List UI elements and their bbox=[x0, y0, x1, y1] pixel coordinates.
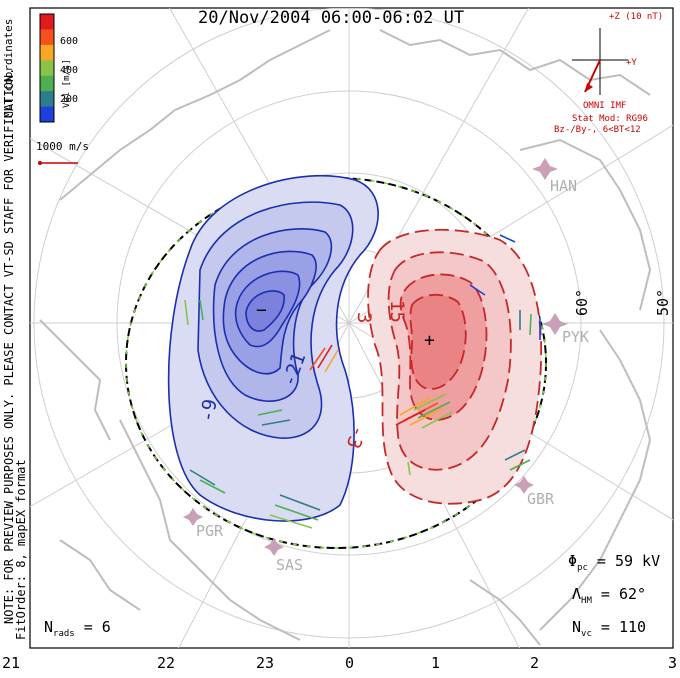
colorbar-swatch bbox=[40, 29, 54, 46]
mlt-tick-2: 2 bbox=[530, 654, 540, 672]
latitude-label-50: 50° bbox=[654, 288, 672, 316]
velocity-scale-label: 1000 m/s bbox=[36, 140, 89, 153]
contour-label-minus9: -9 bbox=[196, 397, 222, 424]
potential-minimum-marker: − bbox=[256, 300, 267, 321]
coastlines bbox=[39, 29, 652, 646]
hm-boundary-latitude: ΛHM = 62° bbox=[572, 585, 647, 606]
dawn-convection-cell bbox=[367, 228, 543, 505]
colorbar-swatch bbox=[40, 44, 54, 61]
contour-label-15: 15 bbox=[386, 300, 408, 323]
station-label-pgr: PGR bbox=[196, 522, 224, 540]
colorbar-border bbox=[39, 13, 55, 123]
colorbar-tick-200: 200 bbox=[60, 94, 79, 105]
imf-source: OMNI IMF bbox=[583, 101, 627, 111]
potential-maximum-marker: + bbox=[424, 330, 435, 351]
colorbar-swatch bbox=[40, 14, 54, 30]
velocity-colorbar bbox=[39, 13, 55, 123]
stat-model: Stat Mod: RG96 bbox=[572, 114, 648, 124]
mlt-tick-22: 22 bbox=[157, 654, 176, 672]
colorbar-tick-600: 600 bbox=[60, 36, 79, 47]
mlt-tick-0: 0 bbox=[345, 654, 355, 672]
radar-count: Nrads = 6 bbox=[44, 618, 111, 639]
station-markers bbox=[183, 158, 568, 556]
imf-y-label: +Y bbox=[626, 58, 637, 68]
mlt-tick-3: 3 bbox=[668, 654, 678, 672]
latitude-label-60: 60° bbox=[573, 288, 591, 316]
vector-count: Nvc = 110 bbox=[572, 618, 647, 639]
colorbar-swatch bbox=[40, 91, 54, 108]
imf-z-label: +Z (10 nT) bbox=[609, 12, 664, 22]
station-label-han: HAN bbox=[550, 177, 578, 195]
colorbar-swatch bbox=[40, 75, 54, 92]
fit-order-info: FitOrder: 8, mapEX format bbox=[14, 459, 28, 640]
mlt-tick-21: 21 bbox=[2, 654, 21, 672]
imf-condition: Bz-/By-, 6<BT<12 bbox=[554, 125, 641, 135]
station-label-pyk: PYK bbox=[562, 328, 590, 346]
plot-title: 20/Nov/2004 06:00-06:02 UT bbox=[198, 8, 465, 28]
station-label-gbr: GBR bbox=[527, 490, 555, 508]
velocity-vectors bbox=[184, 234, 541, 529]
mlt-tick-1: 1 bbox=[431, 654, 441, 672]
cross-polar-cap-potential: Φpc = 59 kV bbox=[568, 552, 661, 573]
station-label-sas: SAS bbox=[276, 556, 304, 574]
colorbar-swatch bbox=[40, 60, 54, 77]
mlt-tick-23: 23 bbox=[256, 654, 275, 672]
contour-label-3: 3 bbox=[353, 312, 375, 324]
dusk-convection-cell bbox=[167, 174, 379, 522]
colorbar-tick-400: 400 bbox=[60, 65, 79, 76]
colorbar-swatch bbox=[40, 106, 54, 123]
